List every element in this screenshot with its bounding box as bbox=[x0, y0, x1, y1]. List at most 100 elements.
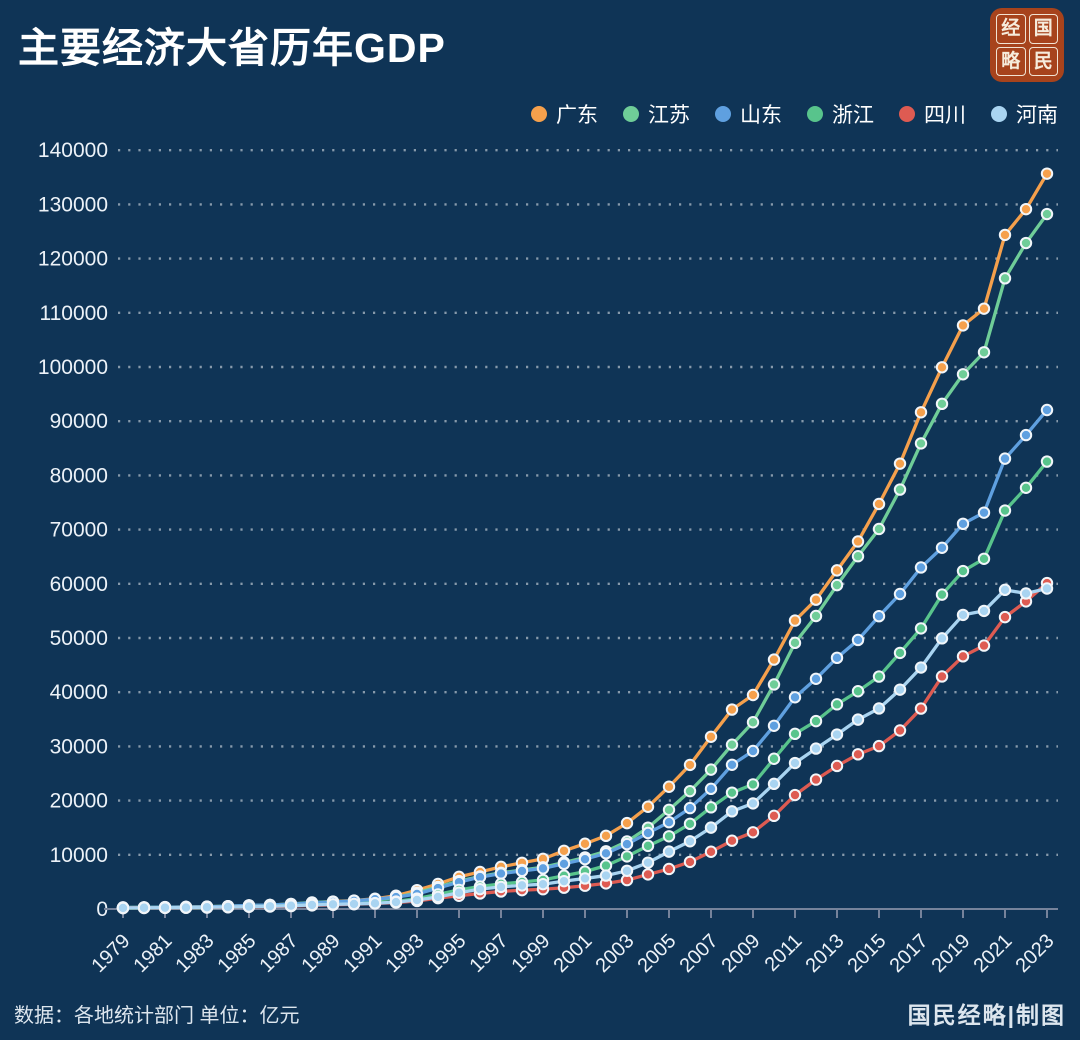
data-point bbox=[1019, 428, 1033, 442]
data-point bbox=[662, 816, 676, 829]
data-point bbox=[998, 610, 1012, 624]
legend-dot bbox=[531, 106, 547, 122]
data-point bbox=[851, 550, 865, 563]
data-point bbox=[851, 713, 865, 726]
logo-char: 国 bbox=[1028, 14, 1058, 44]
data-point bbox=[935, 397, 949, 411]
data-point bbox=[221, 900, 235, 914]
data-point bbox=[620, 850, 634, 863]
data-point bbox=[536, 862, 550, 875]
data-point bbox=[725, 786, 739, 799]
data-point bbox=[704, 763, 718, 776]
data-point bbox=[788, 727, 802, 741]
data-point bbox=[746, 716, 760, 729]
data-point bbox=[704, 821, 718, 834]
data-point bbox=[452, 886, 466, 899]
data-point bbox=[914, 661, 928, 674]
data-point bbox=[200, 901, 214, 914]
x-axis-tick-label: 1991 bbox=[340, 930, 387, 977]
x-axis-tick-label: 1997 bbox=[466, 930, 513, 977]
credit-note: 国民经略|制图 bbox=[907, 1002, 1066, 1028]
data-point bbox=[116, 901, 130, 915]
x-axis-tick-label: 2009 bbox=[718, 930, 765, 977]
y-axis-tick-label: 90000 bbox=[50, 410, 108, 433]
x-axis-tick-label: 2005 bbox=[634, 930, 681, 977]
data-point bbox=[578, 852, 592, 866]
data-point bbox=[914, 702, 928, 715]
x-axis-tick-label: 2015 bbox=[844, 930, 891, 977]
data-point bbox=[557, 844, 571, 857]
data-point bbox=[704, 845, 718, 858]
data-point bbox=[893, 483, 907, 496]
data-point bbox=[515, 864, 529, 878]
data-point bbox=[998, 228, 1012, 242]
data-point bbox=[767, 653, 781, 666]
data-point bbox=[704, 730, 718, 743]
y-axis-tick-label: 120000 bbox=[38, 248, 108, 271]
data-point bbox=[725, 738, 739, 751]
data-point bbox=[809, 742, 823, 755]
data-point bbox=[809, 593, 823, 606]
data-point bbox=[914, 561, 928, 574]
logo-char: 略 bbox=[996, 46, 1026, 76]
series-line-jiangsu bbox=[121, 212, 1049, 910]
data-point bbox=[977, 506, 991, 519]
x-axis-tick-label: 1993 bbox=[382, 930, 429, 977]
data-point bbox=[725, 805, 739, 818]
data-point bbox=[284, 899, 298, 912]
legend-item-zhejiang: 浙江 bbox=[807, 99, 874, 129]
data-point bbox=[830, 728, 844, 741]
y-axis-tick-label: 70000 bbox=[50, 519, 108, 542]
x-axis-tick-label: 2003 bbox=[592, 930, 639, 977]
data-point bbox=[704, 801, 718, 814]
y-axis-tick-label: 140000 bbox=[38, 139, 108, 162]
y-axis-tick-label: 110000 bbox=[39, 302, 108, 325]
data-point bbox=[809, 672, 823, 685]
legend-label: 山东 bbox=[740, 104, 782, 127]
data-point bbox=[704, 782, 718, 796]
data-point bbox=[494, 880, 508, 894]
data-point bbox=[725, 758, 739, 771]
data-point bbox=[662, 862, 676, 876]
data-point bbox=[431, 890, 445, 904]
data-point bbox=[1040, 403, 1054, 417]
data-point bbox=[893, 646, 907, 660]
x-axis-tick-label: 2011 bbox=[761, 930, 807, 976]
x-axis-tick-label: 1985 bbox=[214, 930, 261, 977]
legend-label: 河南 bbox=[1016, 104, 1058, 127]
data-point bbox=[914, 437, 928, 450]
legend-item-sichuan: 四川 bbox=[899, 99, 966, 129]
data-point bbox=[1019, 587, 1033, 600]
data-point bbox=[1019, 236, 1033, 250]
data-point bbox=[662, 830, 676, 843]
x-axis-tick-label: 2023 bbox=[1012, 930, 1059, 977]
data-point bbox=[263, 900, 277, 913]
series-line-guangdong bbox=[121, 172, 1049, 910]
data-point bbox=[935, 361, 949, 374]
data-point bbox=[872, 522, 886, 536]
data-point bbox=[788, 788, 802, 802]
y-axis-tick-label: 130000 bbox=[38, 193, 108, 216]
data-point bbox=[1040, 167, 1054, 180]
data-point bbox=[830, 564, 844, 577]
legend-dot bbox=[807, 106, 823, 122]
data-point bbox=[725, 834, 739, 847]
data-point bbox=[977, 604, 991, 618]
data-point bbox=[956, 368, 970, 381]
x-axis-tick-label: 1989 bbox=[298, 930, 345, 977]
data-point bbox=[662, 803, 676, 816]
x-axis-tick-label: 1983 bbox=[172, 930, 219, 977]
data-point bbox=[620, 864, 634, 877]
data-point bbox=[557, 874, 571, 888]
data-point bbox=[536, 877, 550, 891]
data-point bbox=[641, 800, 655, 813]
data-point bbox=[956, 650, 970, 663]
data-point bbox=[305, 898, 319, 912]
data-point bbox=[872, 609, 886, 623]
brand-logo: 经 国 略 民 bbox=[990, 8, 1064, 82]
y-axis-tick-label: 40000 bbox=[50, 681, 108, 704]
data-point bbox=[494, 867, 508, 880]
data-point bbox=[998, 504, 1012, 517]
data-point bbox=[347, 897, 361, 911]
